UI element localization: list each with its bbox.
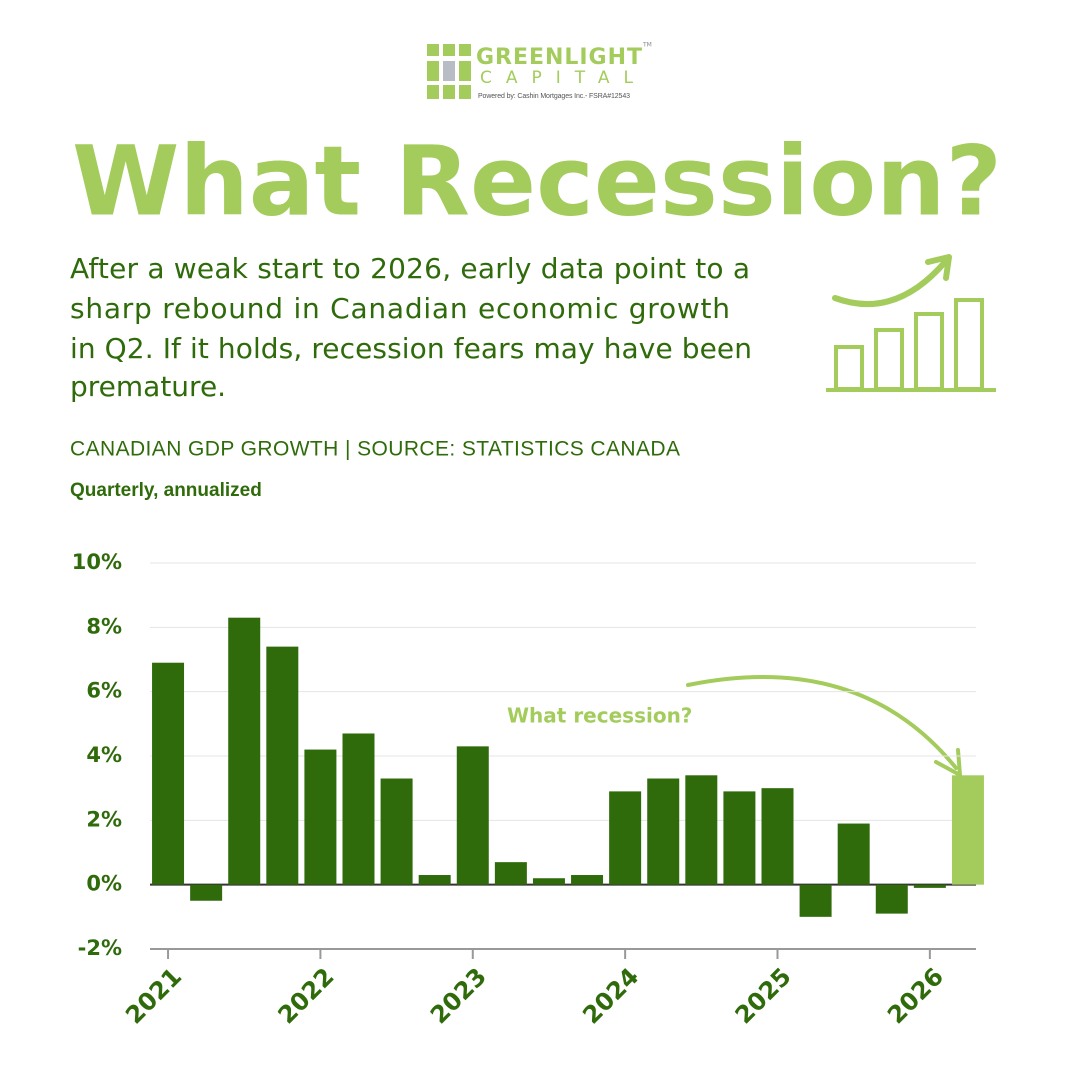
y-tick-label: 8% (86, 614, 122, 638)
bar (304, 749, 337, 885)
bar (723, 791, 756, 885)
intro-line: After a weak start to 2026, early data p… (70, 252, 750, 285)
annotation-arrowhead (934, 748, 962, 777)
y-tick-label: -2% (78, 936, 122, 960)
trademark: TM (642, 42, 652, 49)
bar (342, 733, 375, 885)
chart-subtitle: Quarterly, annualized (70, 480, 262, 501)
chart-title: CANADIAN GDP GROWTH | SOURCE: STATISTICS… (70, 438, 680, 461)
bar (837, 823, 870, 885)
y-tick-label: 2% (86, 807, 122, 831)
y-tick-label: 10% (72, 550, 122, 574)
logo-name: GREENLIGHT (476, 45, 642, 70)
bar (266, 646, 299, 885)
bar (380, 778, 413, 885)
bar (913, 884, 946, 888)
bar (761, 788, 794, 885)
bar (685, 775, 718, 885)
intro-line: in Q2. If it holds, recession fears may … (70, 332, 752, 365)
intro-line: premature. (70, 370, 226, 403)
bar (494, 862, 527, 885)
intro-line: sharp rebound in Canadian economic growt… (70, 292, 730, 325)
powered-by: Powered by: Cashin Mortgages Inc.- FSRA#… (478, 93, 630, 100)
bar (951, 775, 984, 885)
headline: What Recession? (72, 125, 1002, 237)
bar (609, 791, 642, 885)
y-tick-label: 0% (86, 872, 122, 896)
y-tick-label: 6% (86, 679, 122, 703)
annotation: What recession? (507, 704, 692, 728)
bar (647, 778, 680, 885)
logo-grid (427, 44, 471, 99)
bar (799, 884, 832, 917)
bar (418, 875, 451, 885)
bar (875, 884, 908, 914)
bar (190, 884, 223, 901)
annotation-arrow (686, 675, 958, 770)
bar (532, 878, 565, 885)
bar (152, 662, 185, 885)
bar (571, 875, 604, 885)
intro: After a weak start to 2026, early data p… (70, 252, 752, 403)
growth-icon (826, 254, 996, 392)
bar (456, 746, 489, 885)
y-tick-label: 4% (86, 743, 122, 767)
bar (228, 617, 261, 885)
